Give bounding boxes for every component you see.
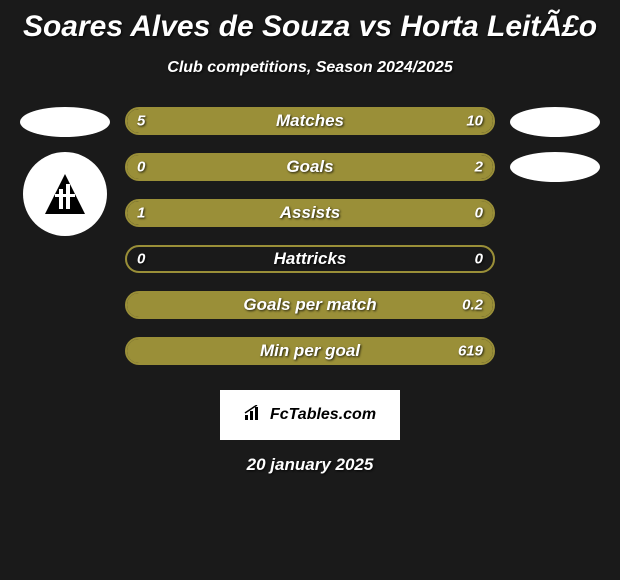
bar-label: Matches: [276, 111, 344, 131]
bar-value-right: 0: [475, 251, 483, 268]
bar-label: Hattricks: [274, 249, 347, 269]
comparison-subtitle: Club competitions, Season 2024/2025: [0, 59, 620, 77]
stats-bars-column: 5 Matches 10 0 Goals 2 1 Assists 0 0 Hattricks 0 Goa…: [120, 107, 500, 365]
stat-bar: 0 Hattricks 0: [125, 245, 495, 273]
bar-value-left: 0: [137, 251, 145, 268]
bar-label: Goals: [286, 157, 333, 177]
snapshot-date: 20 january 2025: [0, 455, 620, 475]
stat-bar: Goals per match 0.2: [125, 291, 495, 319]
bar-label: Goals per match: [243, 295, 376, 315]
bar-value-right: 10: [466, 113, 483, 130]
right-oval-2: [510, 152, 600, 182]
bar-label: Assists: [280, 203, 340, 223]
left-club-badge: [23, 152, 107, 236]
bar-value-left: 5: [137, 113, 145, 130]
stat-bar: 5 Matches 10: [125, 107, 495, 135]
chart-icon: [244, 405, 264, 426]
club-badge-icon: [35, 164, 95, 224]
bar-label: Min per goal: [260, 341, 360, 361]
stat-bar: 0 Goals 2: [125, 153, 495, 181]
bar-value-right: 0: [475, 205, 483, 222]
right-player-column: [500, 107, 610, 365]
bar-value-left: 1: [137, 205, 145, 222]
bar-value-right: 2: [475, 159, 483, 176]
watermark-badge: FcTables.com: [220, 390, 400, 440]
right-oval-1: [510, 107, 600, 137]
comparison-title: Soares Alves de Souza vs Horta LeitÃ£o: [0, 0, 620, 44]
stat-bar: Min per goal 619: [125, 337, 495, 365]
watermark-text: FcTables.com: [270, 406, 376, 424]
bar-value-right: 0.2: [462, 297, 483, 314]
comparison-container: 5 Matches 10 0 Goals 2 1 Assists 0 0 Hattricks 0 Goa…: [0, 107, 620, 365]
left-player-column: [10, 107, 120, 365]
bar-value-left: 0: [137, 159, 145, 176]
bar-value-right: 619: [458, 343, 483, 360]
left-oval-1: [20, 107, 110, 137]
stat-bar: 1 Assists 0: [125, 199, 495, 227]
